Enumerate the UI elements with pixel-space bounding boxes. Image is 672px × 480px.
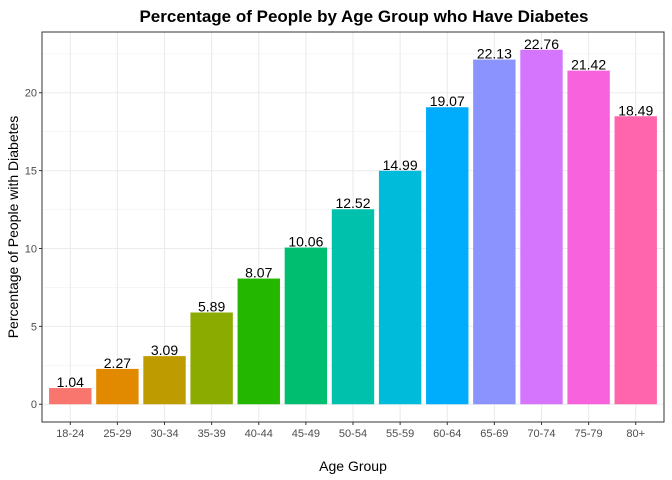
data-label: 10.06 [288,234,323,250]
bar-30-34 [143,356,186,405]
x-tick-label: 75-79 [575,428,603,440]
bar-55-59 [378,170,422,405]
x-tick-label: 30-34 [150,428,178,440]
x-tick-label: 50-54 [339,428,367,440]
x-axis-ticks: 18-24 25-29 30-34 35-39 40-44 45-49 50-54 55-59… [56,422,645,440]
x-tick-label: 65-69 [480,428,508,440]
bar-80+ [614,116,657,405]
bar-50-54 [331,209,375,405]
bar-75-79 [567,70,610,405]
data-label: 18.49 [618,102,653,118]
data-label: 5.89 [198,299,225,315]
data-labels: 1.04 2.27 3.09 5.89 8.07 10.06 12.52 14.99 19.07… [57,36,654,390]
bar-45-49 [284,247,328,405]
data-label: 14.99 [383,157,418,173]
y-tick-label: 10 [25,243,37,255]
y-axis-title: Percentage of People with Diabetes [5,116,21,339]
x-axis-title: Age Group [319,458,387,474]
bar-60-64 [426,107,469,405]
x-tick-label: 40-44 [245,428,273,440]
y-tick-label: 20 [25,88,37,100]
data-label: 12.52 [335,195,370,211]
x-tick-label: 35-39 [198,428,226,440]
x-tick-label: 70-74 [527,428,555,440]
data-label: 19.07 [430,93,465,109]
data-label: 1.04 [57,374,84,390]
bars [49,49,657,405]
bar-18-24 [49,388,92,405]
x-tick-label: 18-24 [56,428,84,440]
data-label: 22.76 [524,36,559,52]
y-tick-label: 15 [25,166,37,178]
chart-title: Percentage of People by Age Group who Ha… [139,7,588,26]
bar-35-39 [190,312,233,405]
data-label: 21.42 [571,57,606,73]
x-tick-label: 45-49 [292,428,320,440]
x-tick-label: 80+ [626,428,645,440]
x-tick-label: 60-64 [433,428,461,440]
x-tick-label: 55-59 [386,428,414,440]
data-label: 22.13 [477,46,512,62]
bar-65-69 [473,59,516,405]
data-label: 3.09 [151,342,178,358]
bar-40-44 [237,278,280,405]
bar-70-74 [520,49,563,405]
bar-25-29 [96,368,139,405]
data-label: 8.07 [245,265,272,281]
data-label: 2.27 [104,355,131,371]
y-tick-label: 5 [31,321,37,333]
y-tick-label: 0 [31,399,37,411]
y-axis-ticks: 0 5 10 15 20 [25,88,42,411]
x-tick-label: 25-29 [103,428,131,440]
